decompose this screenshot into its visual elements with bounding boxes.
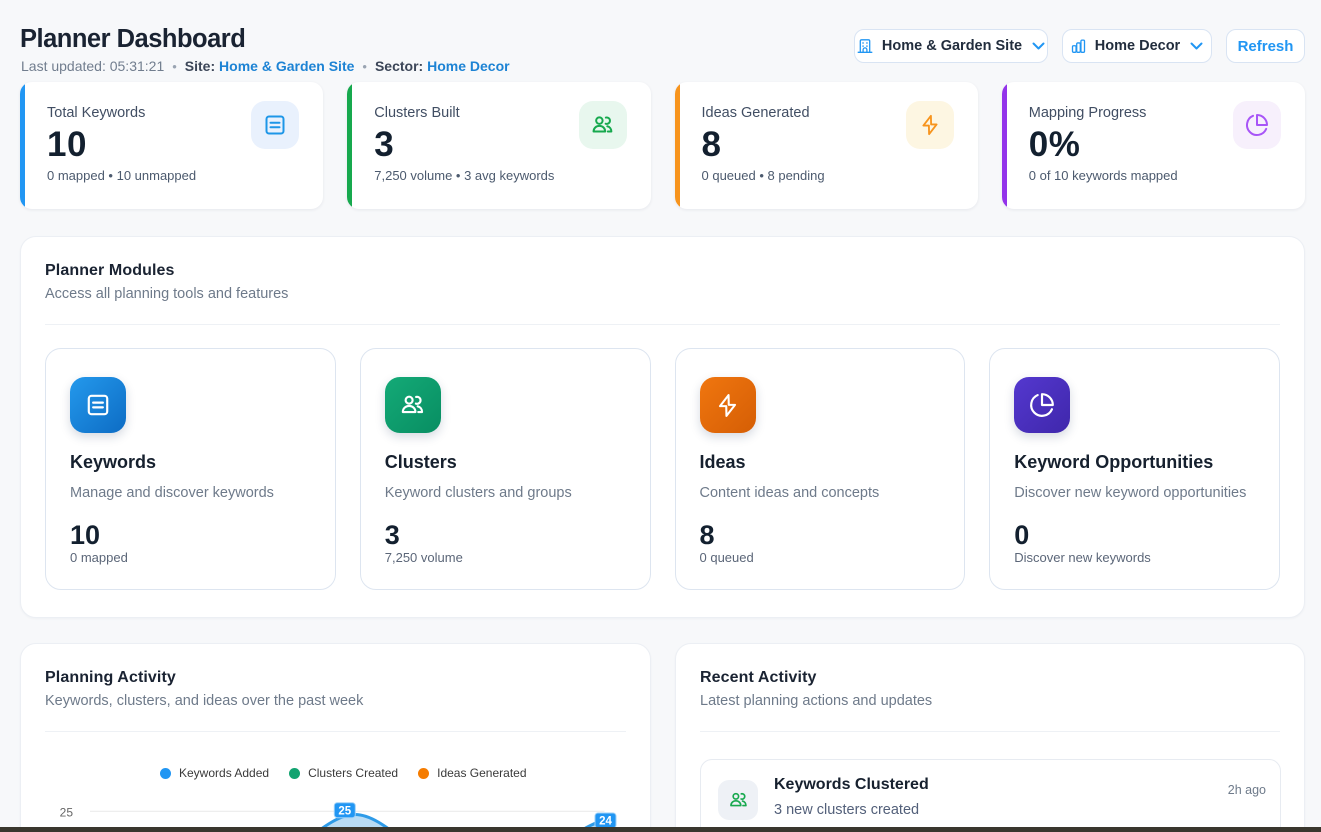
svg-text:25: 25	[338, 805, 351, 817]
svg-text:24: 24	[599, 816, 612, 828]
svg-text:25: 25	[60, 806, 74, 820]
